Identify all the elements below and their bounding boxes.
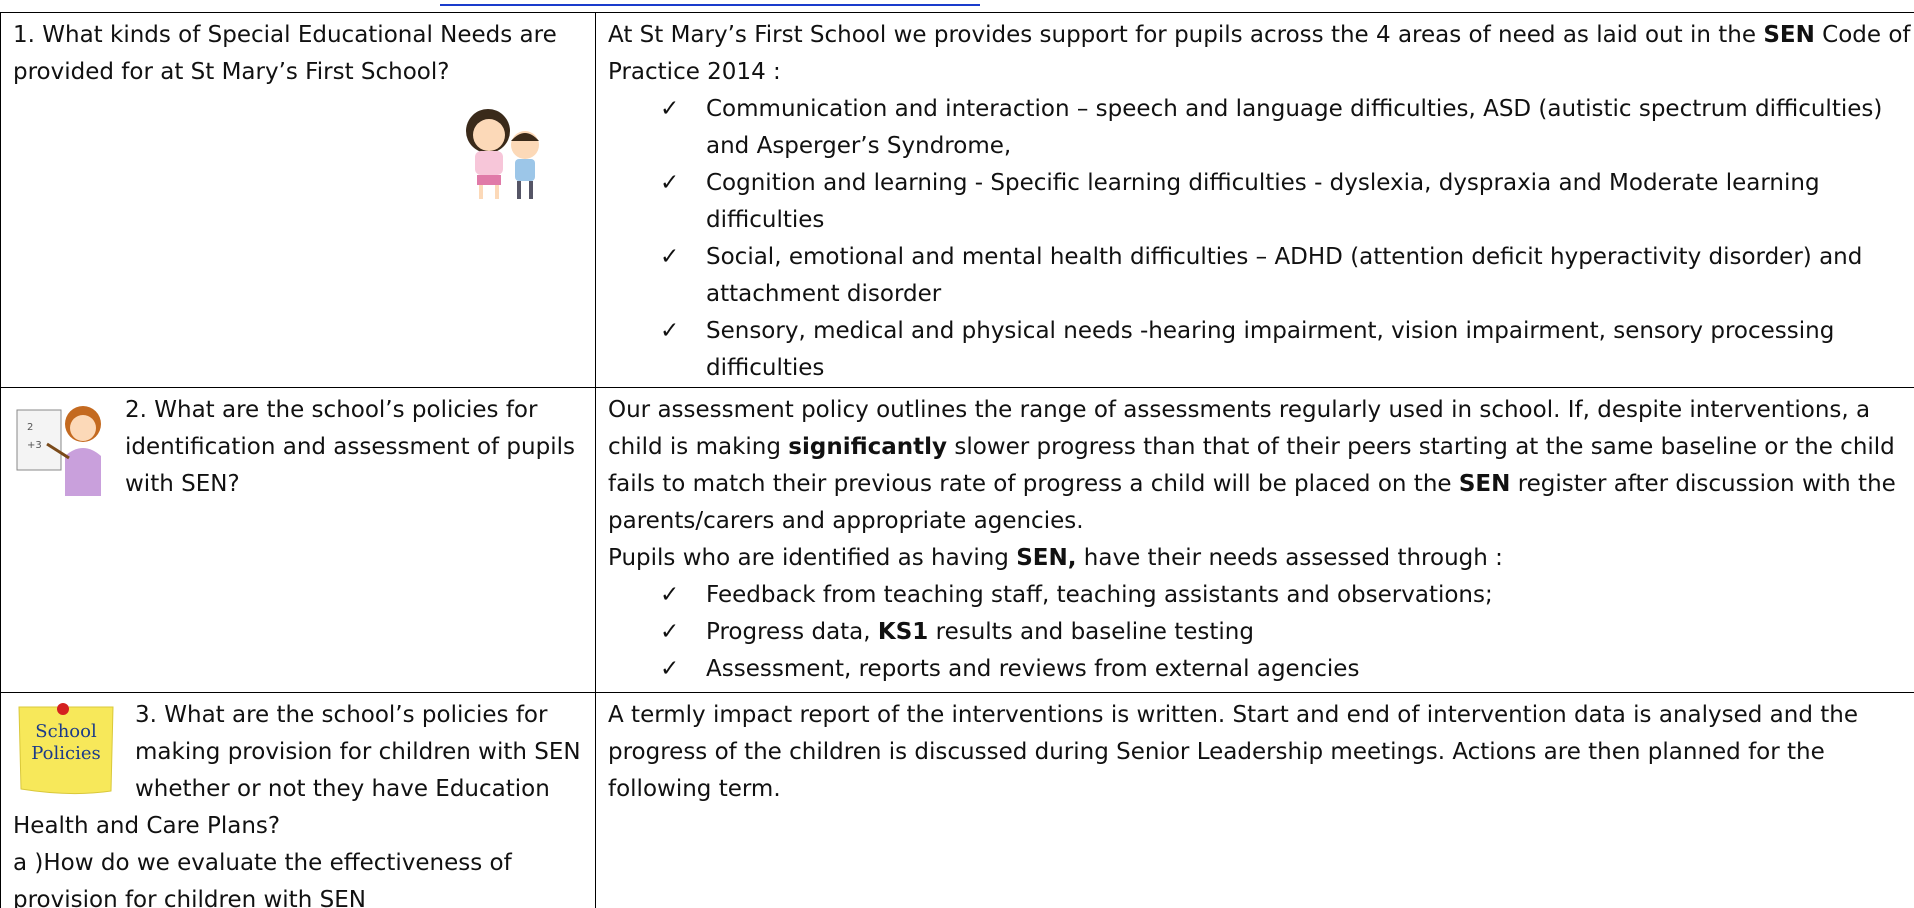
row: 1. What kinds of Special Educational Nee… [0,12,1914,388]
question-cell: 2 +3 2. What are the school’s policies fo… [0,387,596,693]
bullet-item: ✓ Sensory, medical and physical needs -he… [660,313,1914,387]
bullet-list: ✓ Communication and interaction – speech … [608,91,1914,387]
bullet-item: ✓ Assessment, reports and reviews from ex… [660,651,1914,688]
svg-text:2: 2 [27,422,33,433]
bullet-marker: ✓ [660,318,680,344]
link-underline [440,0,980,6]
text-run: Pupils who are identified as having [608,545,1017,571]
text-run: Sensory, medical and physical needs -hea… [706,318,1835,381]
answer-cell: A termly impact report of the interventi… [595,692,1914,908]
answer-cell: Our assessment policy outlines the range… [595,387,1914,693]
paragraph: Our assessment policy outlines the range… [608,392,1914,540]
text-run: Communication and interaction – speech a… [706,96,1883,159]
text-run: Progress data, [706,619,878,645]
text-run: Cognition and learning - Specific learni… [706,170,1820,233]
text-run: Social, emotional and mental health diff… [706,244,1863,307]
question: 1. What kinds of Special Educational Nee… [13,22,557,85]
bullet-marker: ✓ [660,244,680,270]
bullet-marker: ✓ [660,582,680,608]
sen-table: 1. What kinds of Special Educational Nee… [0,12,1914,908]
bullet-marker: ✓ [660,656,680,682]
text-run: SEN [1763,22,1815,48]
row: 2 +3 2. What are the school’s policies fo… [0,387,1914,693]
text-run: register after discussion with the paren… [608,471,1896,534]
bullet-item: ✓ Social, emotional and mental health dif… [660,239,1914,313]
text-run: slower progress than that of their peers… [608,434,1895,497]
question: 2. What are the school’s policies for id… [125,397,575,497]
paragraph: At St Mary’s First School we provides su… [608,17,1914,91]
question: 3. What are the school’s policies for ma… [13,702,581,839]
icon-text: School Policies [31,721,100,764]
question-cell: School Policies 3. What are the school’s … [0,692,596,908]
children-icon [466,109,539,199]
bullet-marker: ✓ [660,96,680,122]
text-run: Our assessment policy outlines the range… [608,397,1871,460]
text-run: Feedback from teaching staff, teaching a… [706,582,1493,608]
text-run: At St Mary’s First School we provides su… [608,22,1764,48]
text-run: results and baseline testing [928,619,1254,645]
bullet-item: ✓ Communication and interaction – speech … [660,91,1914,165]
bullet-marker: ✓ [660,170,680,196]
bullet-item: ✓ Feedback from teaching staff, teaching … [660,577,1914,614]
text-run: Assessment, reports and reviews from ext… [706,656,1360,682]
subquestion: a )How do we evaluate the effectiveness … [13,850,512,908]
bullet-item: ✓ Progress data, KS1 results and baseline… [660,614,1914,651]
text-run: SEN, [1016,545,1077,571]
row: School Policies 3. What are the school’s … [0,692,1914,908]
bullet-marker: ✓ [660,619,680,645]
bullet-item: ✓ Cognition and learning - Specific learn… [660,165,1914,239]
paragraph: A termly impact report of the interventi… [608,697,1914,808]
sticky-note-icon: School Policies [18,703,114,795]
document: 1. What kinds of Special Educational Nee… [0,12,1914,908]
text-run: Code of Practice 2014 : [608,22,1911,85]
svg-text:+3: +3 [27,440,42,451]
bullet-list: ✓ Feedback from teaching staff, teaching … [608,577,1914,688]
text-run: SEN [1458,471,1511,497]
answer-cell: At St Mary’s First School we provides su… [595,12,1914,388]
text-run: KS1 [877,619,929,645]
paragraph: Pupils who are identified as having SEN,… [608,540,1914,577]
question-cell: 1. What kinds of Special Educational Nee… [0,12,596,388]
teacher-icon: 2 +3 [16,406,101,496]
text-run: A termly impact report of the interventi… [608,702,1858,802]
text-run: have their needs assessed through : [1076,545,1503,571]
text-run: significantly [788,434,948,460]
